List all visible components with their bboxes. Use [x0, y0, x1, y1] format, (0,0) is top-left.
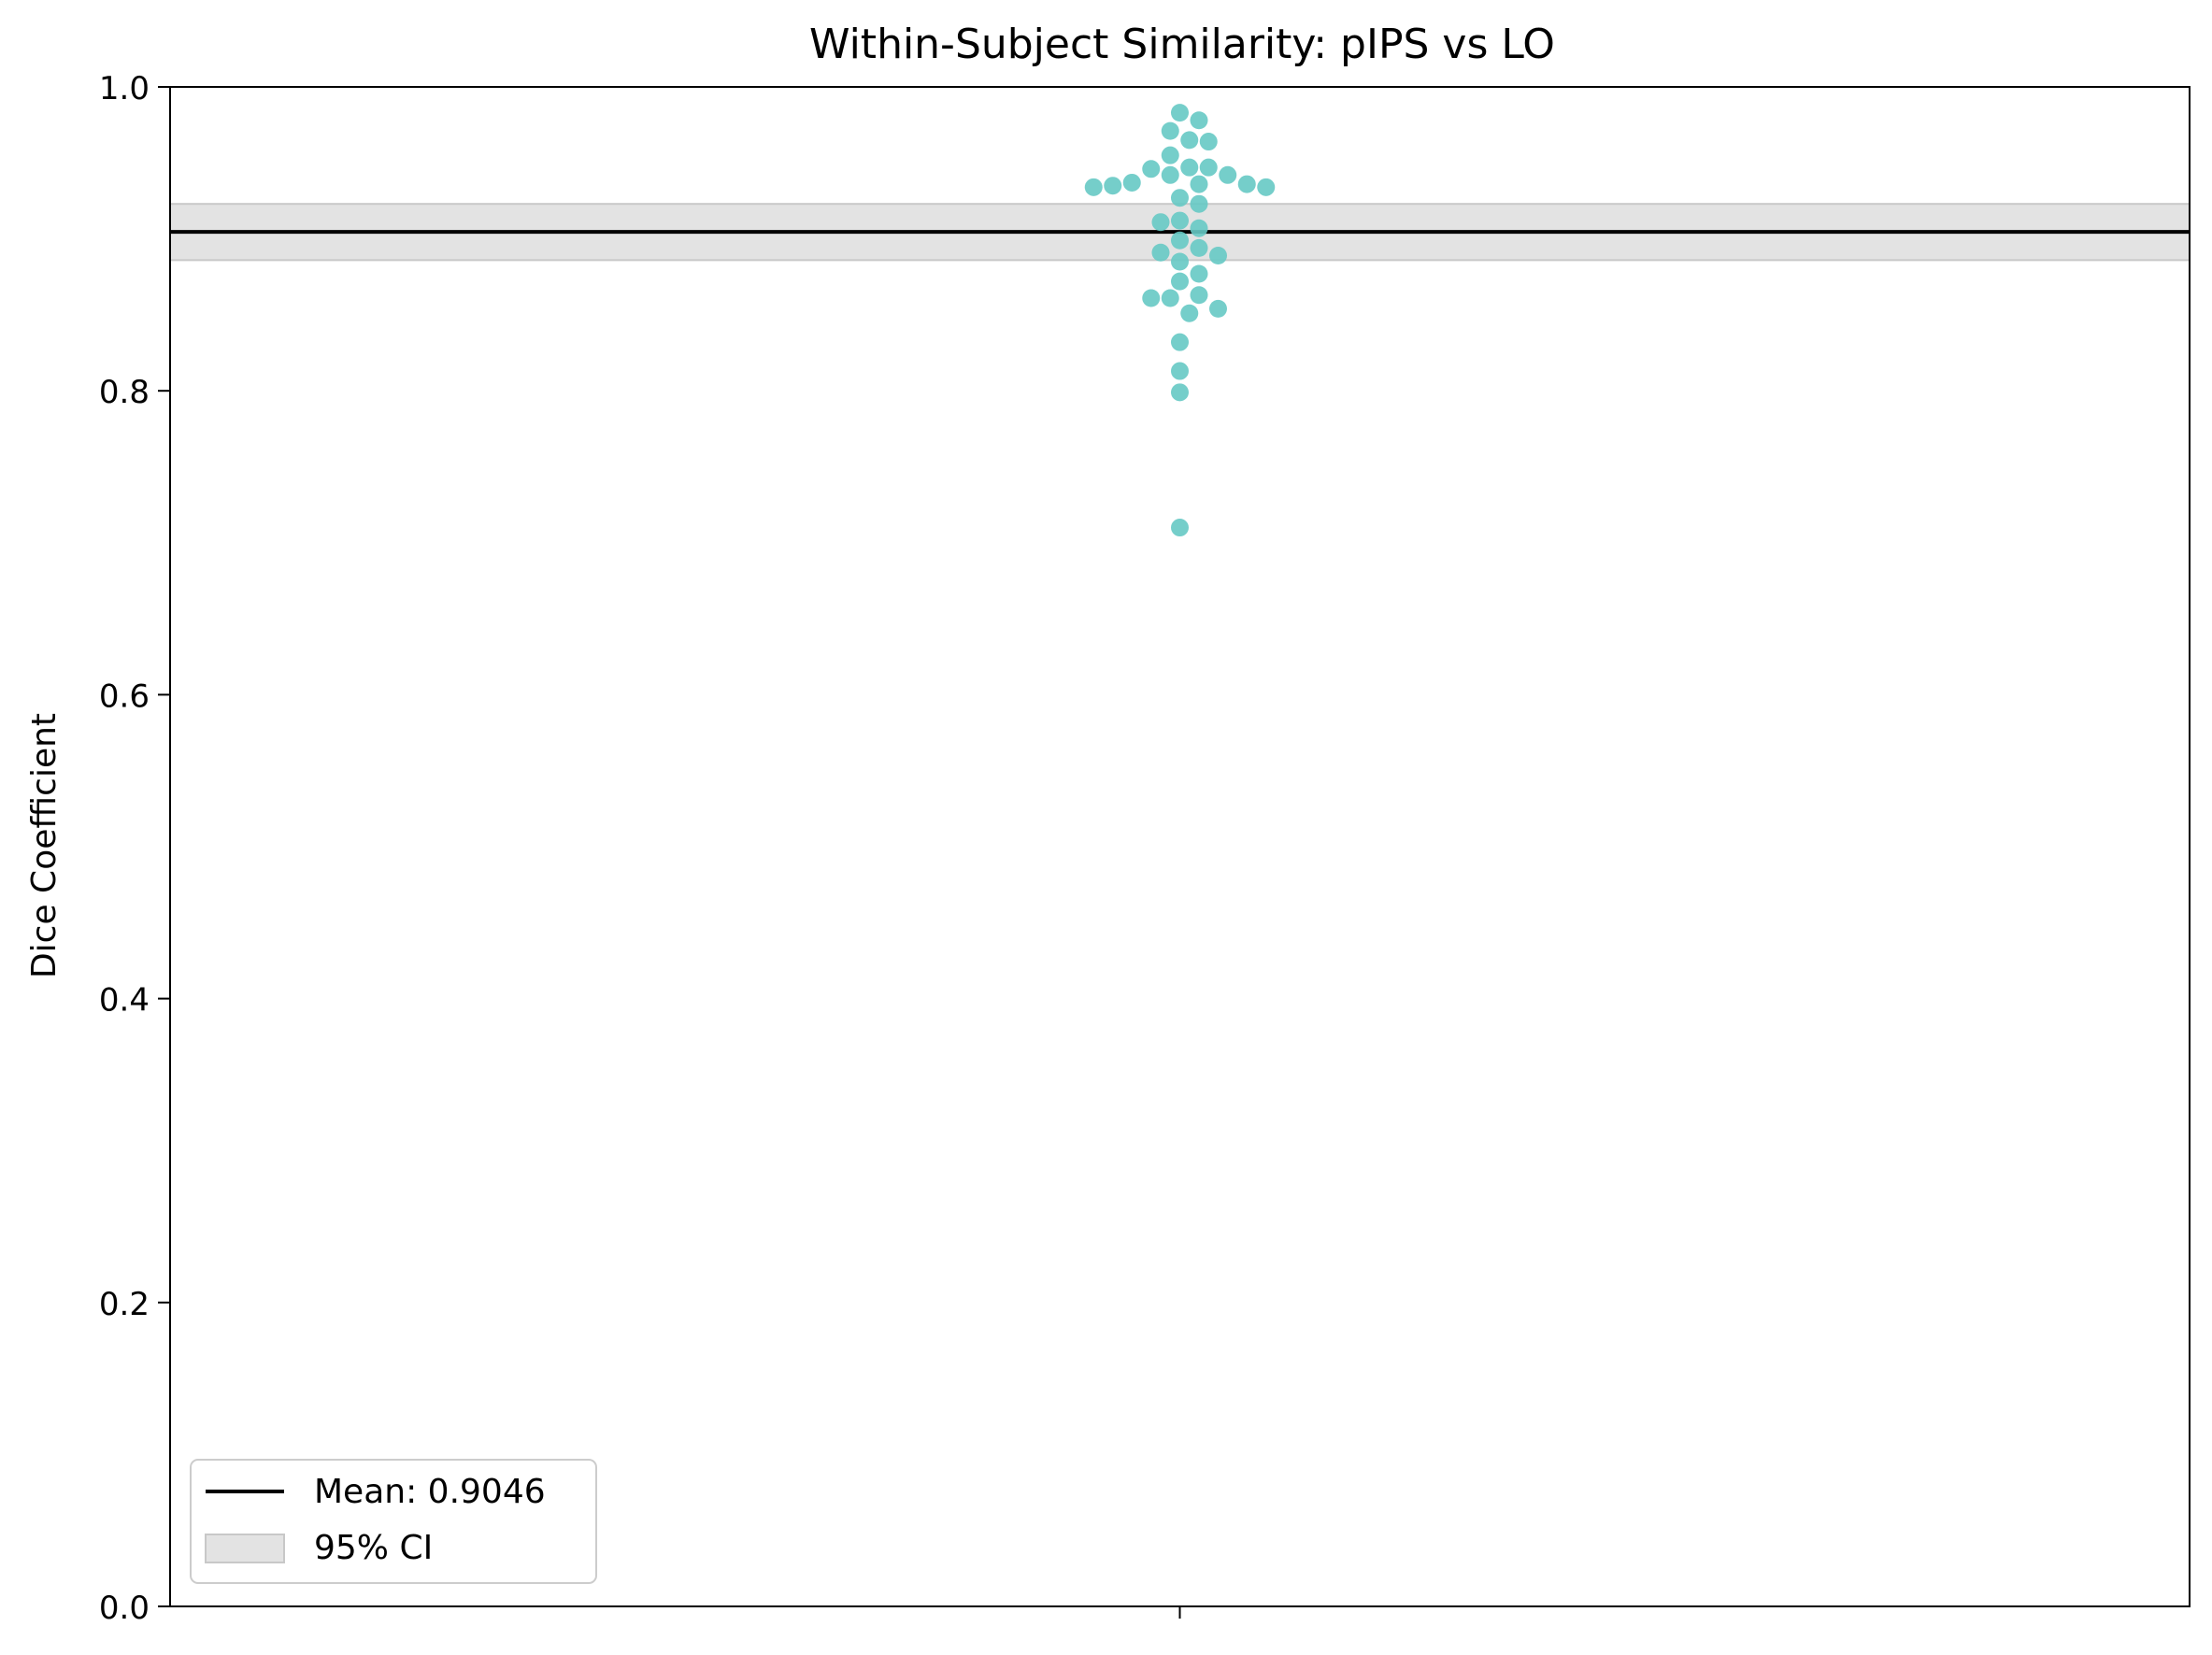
data-point [1190, 175, 1208, 193]
data-point [1190, 111, 1208, 130]
y-tick-label: 0.6 [99, 678, 150, 715]
data-point [1171, 252, 1189, 271]
data-point [1122, 173, 1141, 192]
legend-ci-swatch [205, 1534, 285, 1563]
data-point [1199, 133, 1218, 151]
data-point [1180, 131, 1199, 150]
y-axis-label: Dice Coefficient [25, 713, 64, 978]
data-point [1151, 213, 1170, 232]
data-point [1142, 160, 1161, 178]
data-point [1219, 165, 1237, 184]
data-point [1142, 289, 1161, 307]
y-tick-label: 0.2 [99, 1286, 150, 1323]
data-point [1171, 362, 1189, 380]
data-point [1171, 104, 1189, 122]
data-point [1171, 189, 1189, 207]
data-point [1171, 383, 1189, 402]
y-tick-label: 1.0 [99, 70, 150, 107]
legend-mean-label: Mean: 0.9046 [314, 1473, 546, 1511]
data-point [1151, 243, 1170, 262]
data-point [1190, 219, 1208, 237]
data-point [1171, 333, 1189, 351]
data-point [1190, 264, 1208, 283]
data-point [1161, 289, 1179, 307]
data-point [1209, 299, 1227, 318]
data-point [1104, 177, 1122, 195]
data-point [1180, 158, 1199, 177]
data-point [1161, 146, 1179, 164]
data-point [1257, 178, 1276, 196]
y-tick-label: 0.0 [99, 1590, 150, 1627]
data-point [1171, 231, 1189, 250]
data-point [1161, 165, 1179, 184]
chart-title: Within-Subject Similarity: pIPS vs LO [809, 21, 1555, 68]
data-point [1190, 194, 1208, 213]
data-points [1084, 104, 1276, 537]
data-point [1171, 211, 1189, 230]
data-point [1209, 246, 1227, 264]
legend-box [190, 1459, 597, 1584]
data-point [1084, 178, 1103, 196]
data-point [1161, 121, 1179, 140]
data-point [1237, 175, 1256, 193]
data-point [1190, 286, 1208, 305]
data-point [1171, 519, 1189, 537]
data-point [1180, 304, 1199, 322]
y-axis-ticks: 0.0 0.2 0.4 0.6 0.8 1.0 [99, 70, 170, 1627]
legend-ci-label: 95% CI [314, 1529, 433, 1567]
legend: Mean: 0.9046 95% CI [190, 1459, 597, 1584]
y-tick-label: 0.4 [99, 982, 150, 1020]
data-point [1171, 272, 1189, 291]
data-point [1190, 238, 1208, 257]
data-point [1199, 158, 1218, 177]
y-tick-label: 0.8 [99, 374, 150, 411]
